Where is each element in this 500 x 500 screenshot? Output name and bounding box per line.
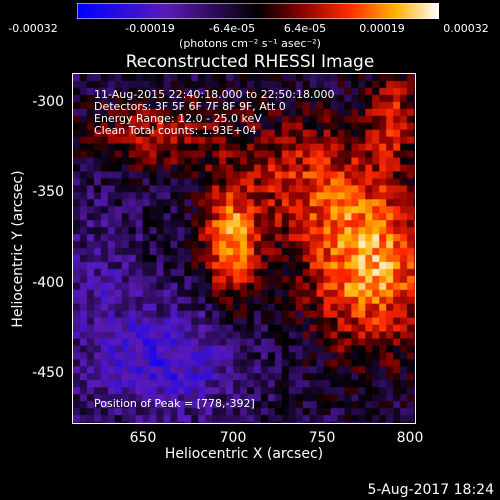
colorbar-tick-labels: -0.00032 -0.00019 -6.4e-05 6.4e-05 0.000… xyxy=(0,22,500,36)
y-tick-label: -300 xyxy=(32,94,64,110)
heatmap-image xyxy=(73,74,415,423)
info-total-counts: Clean Total counts: 1.93E+04 xyxy=(94,124,257,137)
plot-area xyxy=(72,73,416,424)
colorbar-tick: 6.4e-05 xyxy=(283,22,327,35)
y-tick-label: -450 xyxy=(32,365,64,381)
colorbar-units: (photons cm⁻² s⁻¹ asec⁻²) xyxy=(179,37,321,50)
y-axis-label: Heliocentric Y (arcsec) xyxy=(10,170,26,328)
info-time-range: 11-Aug-2015 22:40:18.000 to 22:50:18.000 xyxy=(94,88,335,101)
y-tick-label: -350 xyxy=(32,184,64,200)
info-detectors: Detectors: 3F 5F 6F 7F 8F 9F, Att 0 xyxy=(94,100,286,113)
x-tick-label: 700 xyxy=(219,430,247,446)
colorbar xyxy=(77,3,439,19)
y-tick-label: -400 xyxy=(32,275,64,291)
info-energy-range: Energy Range: 12.0 - 25.0 keV xyxy=(94,112,262,125)
peak-position-label: Position of Peak = [778,-392] xyxy=(94,397,255,410)
colorbar-tick: -0.00019 xyxy=(125,22,175,35)
timestamp: 5-Aug-2017 18:24 xyxy=(367,482,494,498)
x-tick-label: 650 xyxy=(129,430,157,446)
colorbar-tick: -0.00032 xyxy=(8,22,58,35)
x-tick-label: 800 xyxy=(396,430,424,446)
x-axis-label: Heliocentric X (arcsec) xyxy=(164,446,324,462)
colorbar-tick: -6.4e-05 xyxy=(208,22,256,35)
colorbar-tick: 0.00032 xyxy=(443,22,489,35)
x-tick-label: 750 xyxy=(308,430,336,446)
chart-title: Reconstructed RHESSI Image xyxy=(125,52,375,72)
colorbar-tick: 0.00019 xyxy=(359,22,405,35)
